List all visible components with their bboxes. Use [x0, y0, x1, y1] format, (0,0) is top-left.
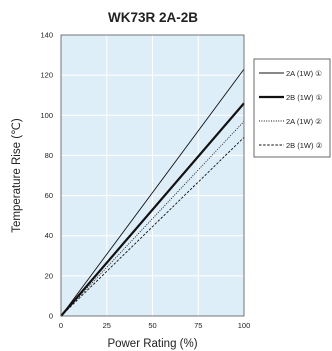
y-tick-label: 40: [45, 231, 53, 240]
series-line-4: [60, 137, 245, 317]
x-tick-label: 25: [103, 321, 111, 330]
x-tick-label: 0: [59, 321, 63, 330]
chart-title: WK73R 2A-2B: [107, 10, 199, 25]
y-tick-label: 80: [45, 151, 53, 160]
x-tick-label: 75: [194, 321, 202, 330]
grid-lines: [61, 35, 244, 316]
legend-label-3: 2A (1W) ②: [286, 117, 322, 126]
x-tick-label: 50: [148, 321, 156, 330]
x-axis-label: Power Rating (%): [107, 338, 197, 350]
series-line-2: [60, 102, 245, 317]
plot-frame: [60, 34, 245, 317]
y-tick-label: 100: [40, 111, 53, 120]
legend-label-2: 2B (1W) ①: [286, 93, 323, 102]
legend: 2A (1W) ① 2B (1W) ① 2A (1W) ② 2B (1W) ②: [253, 58, 331, 158]
legend-label-4: 2B (1W) ②: [286, 141, 323, 150]
y-tick-label: 140: [40, 31, 53, 40]
series-line-1: [60, 68, 245, 317]
y-tick-label: 120: [40, 71, 53, 80]
y-tick-label: 20: [45, 271, 53, 280]
legend-box: [253, 58, 331, 158]
x-tick-label: 100: [238, 321, 251, 330]
y-axis-label: Temperature Rise (℃): [11, 118, 23, 233]
series-lines: [60, 68, 245, 317]
x-axis-ticks: 0 25 50 75 100: [59, 321, 250, 330]
y-tick-label: 0: [49, 312, 53, 321]
y-axis-ticks: 0 20 40 60 80 100 120 140: [40, 31, 53, 321]
legend-label-1: 2A (1W) ①: [286, 69, 322, 78]
y-tick-label: 60: [45, 191, 53, 200]
